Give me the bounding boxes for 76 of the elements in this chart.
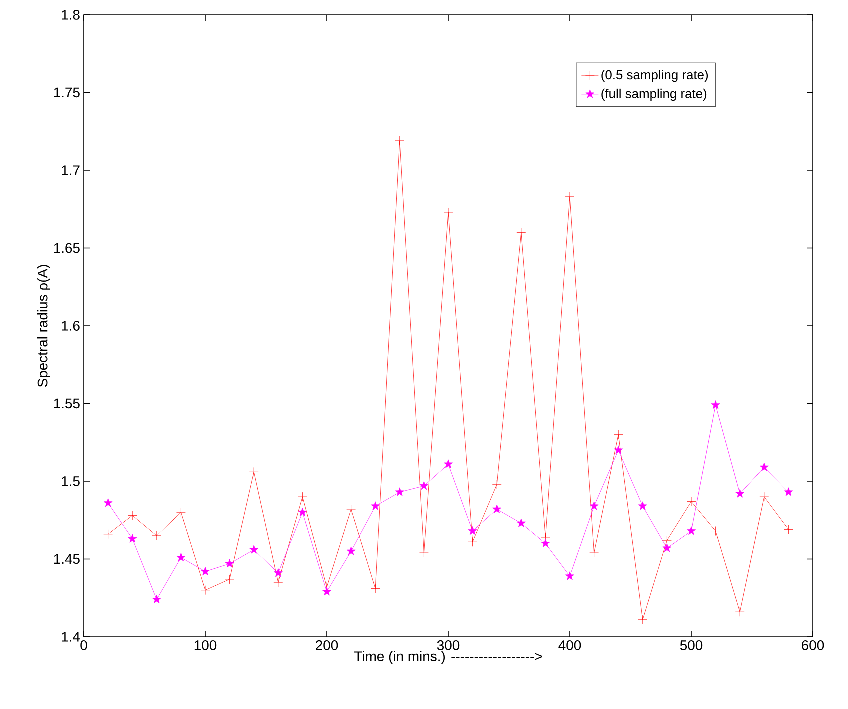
y-tick-label: 1.6 (62, 321, 80, 331)
point (784, 525, 794, 534)
y-tick-label: 1.45 (54, 554, 80, 564)
point (370, 584, 380, 594)
point (468, 537, 478, 547)
point (516, 518, 526, 528)
point (420, 481, 429, 490)
point (225, 559, 234, 568)
point (371, 502, 380, 510)
point (565, 192, 575, 202)
point (201, 567, 210, 576)
point (128, 511, 138, 520)
y-tick-label: 1.75 (54, 88, 80, 98)
x-tick-label: 200 (316, 640, 338, 650)
x-tick-label: 600 (802, 640, 824, 650)
point (298, 492, 308, 502)
point (590, 548, 599, 558)
x-axis-title: Time (in mins.) ------------------> (354, 651, 542, 664)
point (395, 136, 405, 146)
x-tick-label: 0 (80, 640, 88, 650)
point (395, 488, 404, 496)
point (638, 502, 648, 510)
point (614, 446, 624, 454)
point (662, 544, 672, 552)
point (250, 545, 259, 554)
point (176, 508, 186, 518)
x-tick-label: 400 (558, 640, 582, 650)
point (298, 508, 308, 516)
point (444, 460, 453, 468)
point (590, 502, 599, 510)
point (346, 546, 356, 556)
point (736, 489, 745, 498)
y-tick-label: 1.8 (62, 10, 80, 20)
point (104, 498, 113, 508)
legend-label: (0.5 sampling rate) (602, 70, 708, 82)
y-tick-label: 1.65 (54, 243, 80, 254)
y-tick-label: 1.4 (62, 632, 80, 642)
point (541, 539, 550, 548)
point (444, 208, 454, 218)
point (468, 526, 478, 536)
point (662, 536, 672, 546)
legend-label: (full sampling rate) (602, 88, 707, 102)
point (346, 504, 356, 514)
point (249, 467, 259, 477)
point (735, 607, 745, 617)
x-tick-label: 300 (437, 640, 460, 650)
y-tick-label: 1.55 (54, 398, 80, 409)
point (128, 534, 138, 543)
point (274, 568, 283, 578)
point (152, 594, 162, 604)
y-tick-label: 1.7 (62, 166, 80, 176)
point (274, 578, 284, 588)
point (152, 531, 162, 541)
point (687, 526, 696, 536)
point (711, 526, 720, 536)
x-tick-label: 500 (680, 640, 703, 650)
point (420, 548, 429, 558)
point (711, 400, 720, 410)
point (225, 574, 234, 584)
point (760, 492, 770, 502)
point (686, 497, 696, 506)
point (760, 462, 769, 472)
point (322, 587, 332, 596)
x-tick-label: 100 (194, 640, 217, 650)
point (516, 228, 526, 238)
point (176, 553, 186, 562)
point (614, 430, 624, 440)
point (492, 504, 502, 514)
point (638, 615, 648, 625)
point (492, 480, 502, 490)
point (566, 572, 574, 580)
y-tick-label: 1.5 (62, 476, 80, 486)
point (104, 530, 113, 540)
y-axis-title: Spectral radius ρ(A) (37, 265, 50, 388)
point (200, 586, 210, 596)
point (784, 488, 794, 496)
